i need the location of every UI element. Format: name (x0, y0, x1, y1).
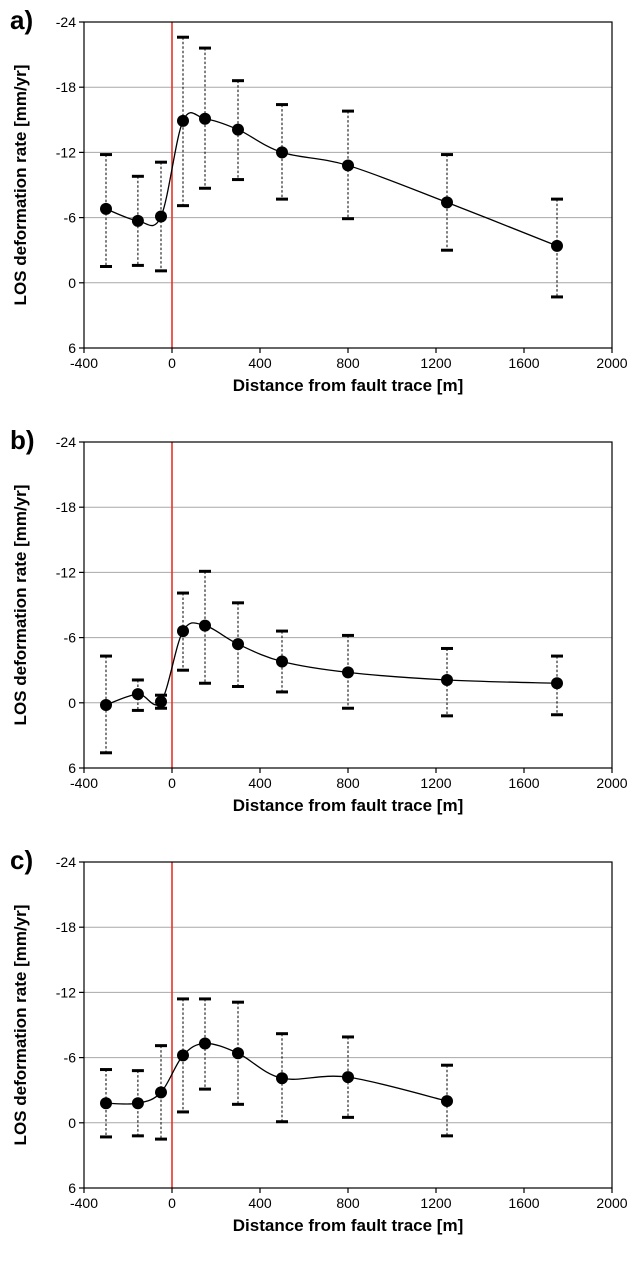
data-point (199, 1037, 211, 1050)
y-tick-label: -24 (56, 434, 76, 450)
data-point (441, 196, 453, 209)
y-tick-label: -6 (64, 1050, 77, 1066)
chart-svg-c: -24 -18 -12 -6 0 6-400 0 400 800 1200 1600 2000 Dist… (10, 845, 628, 1235)
x-tick-label: -400 (70, 775, 98, 791)
data-point (100, 1097, 112, 1110)
x-tick-label: 400 (248, 775, 272, 791)
x-tick-label: 800 (336, 775, 360, 791)
chart-svg-b: -24 -18 -12 -6 0 6-400 0 400 800 1200 1600 2000 Dist… (10, 425, 628, 815)
data-point (177, 114, 189, 127)
x-tick-label: 1200 (420, 355, 451, 371)
y-tick-label: -18 (56, 79, 76, 95)
chart-panel-b: -24 -18 -12 -6 0 6 -400 0 400 800 1200 1600 2000 Dist… (0, 420, 643, 838)
y-tick-label: -24 (56, 854, 76, 870)
data-point (100, 698, 112, 711)
x-tick-label: 2000 (596, 775, 627, 791)
y-tick-label: -6 (64, 210, 77, 226)
y-tick-label: 6 (68, 760, 76, 776)
plot-frame (83, 441, 613, 769)
data-point (551, 677, 563, 690)
chart-panel-a: -24 -18 -12 -6 0 6 -400 0 400 800 1200 1600 2000 Dist… (0, 0, 643, 418)
data-point (131, 688, 144, 701)
y-tick-label: -24 (56, 14, 76, 30)
x-tick-label: 400 (248, 355, 272, 371)
data-point (131, 1097, 144, 1110)
data-point (342, 159, 354, 172)
y-tick-label: 0 (68, 275, 76, 291)
chart-svg-a: -24 -18 -12 -6 0 6-400 0 400 800 1200 1600 2000 Dist… (10, 5, 628, 395)
y-tick-label: -6 (64, 630, 77, 646)
x-tick-label: 1600 (508, 1195, 539, 1211)
y-tick-label: -18 (56, 499, 76, 515)
x-tick-label: 0 (168, 355, 176, 371)
panel-label: a) (10, 5, 33, 35)
data-point (276, 1072, 288, 1085)
data-point (441, 673, 453, 686)
x-tick-label: 1200 (420, 775, 451, 791)
data-point (551, 239, 563, 252)
x-tick-label: 800 (336, 1195, 360, 1211)
chart-panel-c: -24 -18 -12 -6 0 6 -400 0 400 800 1200 1600 2000 Dist… (0, 840, 643, 1260)
y-tick-label: -12 (56, 144, 76, 160)
panel-label: b) (10, 425, 35, 455)
data-point (342, 1071, 354, 1084)
x-tick-label: 2000 (596, 1195, 627, 1211)
y-axis-title: LOS deformation rate [mm/yr] (11, 65, 30, 306)
x-axis-title: Distance from fault trace [m] (233, 796, 464, 815)
series-line (105, 622, 558, 706)
x-axis-title: Distance from fault trace [m] (233, 1216, 464, 1235)
x-tick-label: 800 (336, 355, 360, 371)
data-point (131, 214, 144, 227)
data-point (100, 202, 112, 215)
y-tick-label: 0 (68, 1115, 76, 1131)
data-point (155, 210, 167, 223)
y-tick-label: 6 (68, 340, 76, 356)
data-point (342, 666, 354, 679)
data-point (276, 146, 288, 159)
x-tick-label: 0 (168, 775, 176, 791)
x-tick-label: 1600 (508, 775, 539, 791)
y-axis-title: LOS deformation rate [mm/yr] (11, 485, 30, 726)
x-tick-label: -400 (70, 355, 98, 371)
x-tick-label: 400 (248, 1195, 272, 1211)
x-tick-label: 1600 (508, 355, 539, 371)
data-point (177, 625, 189, 638)
y-tick-label: 0 (68, 695, 76, 711)
data-point (276, 655, 288, 668)
data-point (177, 1049, 189, 1062)
data-point (232, 638, 244, 651)
data-point (232, 123, 244, 136)
y-tick-label: -18 (56, 919, 76, 935)
series-line (105, 112, 558, 247)
data-point (199, 112, 211, 125)
data-point (155, 1086, 167, 1099)
data-point (232, 1047, 244, 1060)
y-tick-label: 6 (68, 1180, 76, 1196)
x-tick-label: 1200 (420, 1195, 451, 1211)
y-tick-label: -12 (56, 564, 76, 580)
data-point (441, 1095, 453, 1108)
y-tick-label: -12 (56, 984, 76, 1000)
data-point (199, 619, 211, 632)
panel-label: c) (10, 845, 33, 875)
x-tick-label: 0 (168, 1195, 176, 1211)
data-point (155, 695, 167, 708)
x-tick-label: 2000 (596, 355, 627, 371)
y-axis-title: LOS deformation rate [mm/yr] (11, 905, 30, 1146)
x-tick-label: -400 (70, 1195, 98, 1211)
x-axis-title: Distance from fault trace [m] (233, 376, 464, 395)
